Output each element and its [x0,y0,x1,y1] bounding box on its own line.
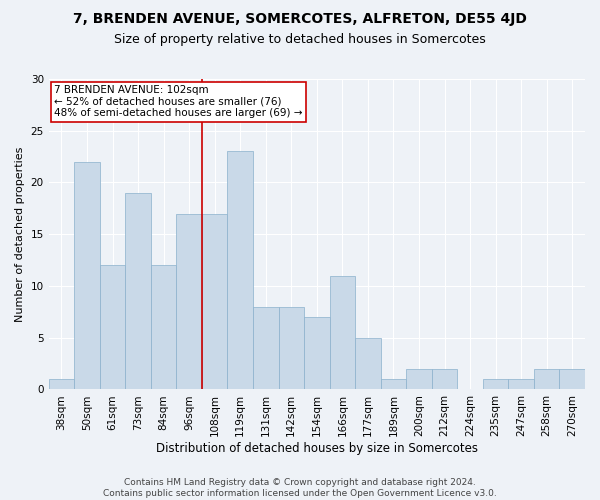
Text: Size of property relative to detached houses in Somercotes: Size of property relative to detached ho… [114,32,486,46]
Bar [508,379,534,390]
Bar [278,306,304,390]
Bar [100,266,125,390]
Bar [125,193,151,390]
Bar [151,266,176,390]
Bar [227,152,253,390]
Bar [304,317,329,390]
Bar [202,214,227,390]
Bar [406,369,432,390]
Bar [49,379,74,390]
Text: 7, BRENDEN AVENUE, SOMERCOTES, ALFRETON, DE55 4JD: 7, BRENDEN AVENUE, SOMERCOTES, ALFRETON,… [73,12,527,26]
Bar [355,338,380,390]
Bar [253,306,278,390]
Bar [432,369,457,390]
Bar [559,369,585,390]
Bar [176,214,202,390]
Bar [74,162,100,390]
Y-axis label: Number of detached properties: Number of detached properties [15,146,25,322]
Bar [483,379,508,390]
Bar [329,276,355,390]
Text: 7 BRENDEN AVENUE: 102sqm
← 52% of detached houses are smaller (76)
48% of semi-d: 7 BRENDEN AVENUE: 102sqm ← 52% of detach… [54,85,302,118]
X-axis label: Distribution of detached houses by size in Somercotes: Distribution of detached houses by size … [156,442,478,455]
Text: Contains HM Land Registry data © Crown copyright and database right 2024.
Contai: Contains HM Land Registry data © Crown c… [103,478,497,498]
Bar [534,369,559,390]
Bar [380,379,406,390]
